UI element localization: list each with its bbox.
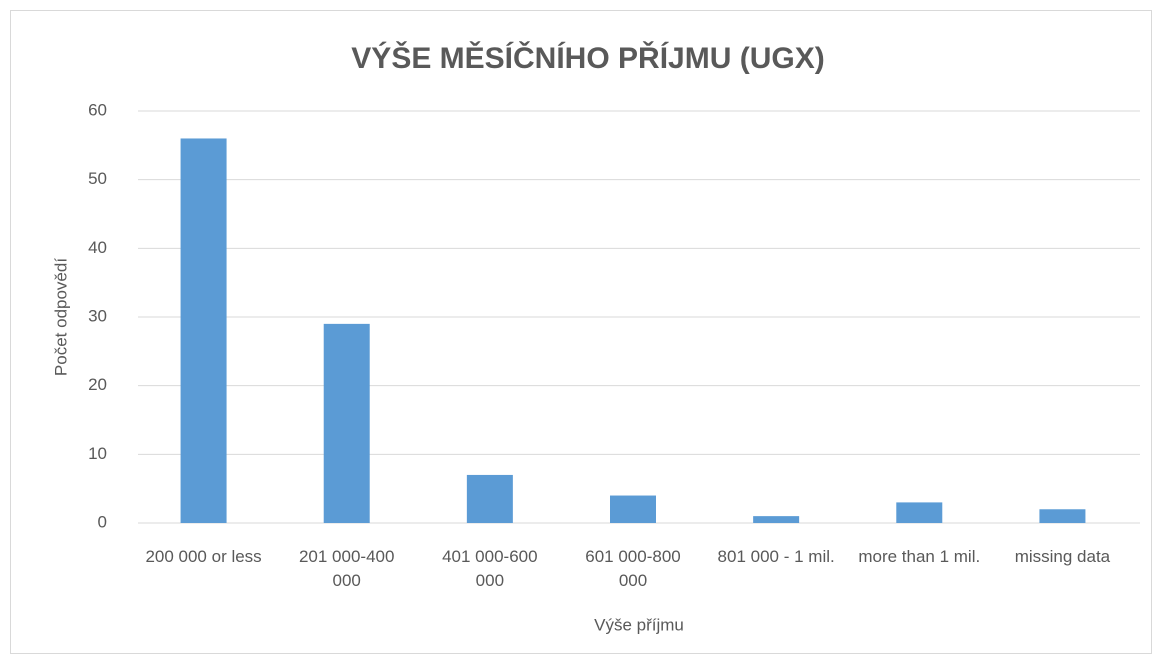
- bar: [610, 495, 656, 523]
- bar: [1039, 509, 1086, 523]
- x-tick-label: more than 1 mil.: [858, 547, 981, 566]
- chart-title: VÝŠE MĚSÍČNÍHO PŘÍJMU (UGX): [351, 41, 824, 75]
- y-tick-label: 60: [88, 100, 107, 119]
- y-tick-label: 20: [88, 375, 107, 394]
- x-tick-label: 201 000-400 000: [298, 547, 395, 590]
- bar: [466, 474, 513, 523]
- y-axis-title: Počet odpovědí: [51, 258, 70, 376]
- bar: [180, 138, 227, 523]
- x-tick-label: missing data: [1014, 547, 1111, 566]
- x-axis-title: Výše příjmu: [594, 615, 684, 634]
- x-tick-label: 601 000-800 000: [585, 547, 681, 590]
- y-tick-label: 50: [88, 169, 107, 188]
- bar: [323, 323, 370, 523]
- y-tick-label: 0: [98, 512, 107, 531]
- y-tick-label: 10: [88, 444, 107, 463]
- x-tick-label: 801 000 - 1 mil.: [717, 547, 835, 566]
- y-tick-label: 30: [88, 306, 107, 325]
- bar: [753, 516, 800, 523]
- y-tick-label: 40: [88, 238, 107, 257]
- x-tick-label: 200 000 or less: [145, 547, 262, 566]
- bar: [896, 502, 943, 523]
- x-tick-label: 401 000-600 000: [442, 547, 538, 590]
